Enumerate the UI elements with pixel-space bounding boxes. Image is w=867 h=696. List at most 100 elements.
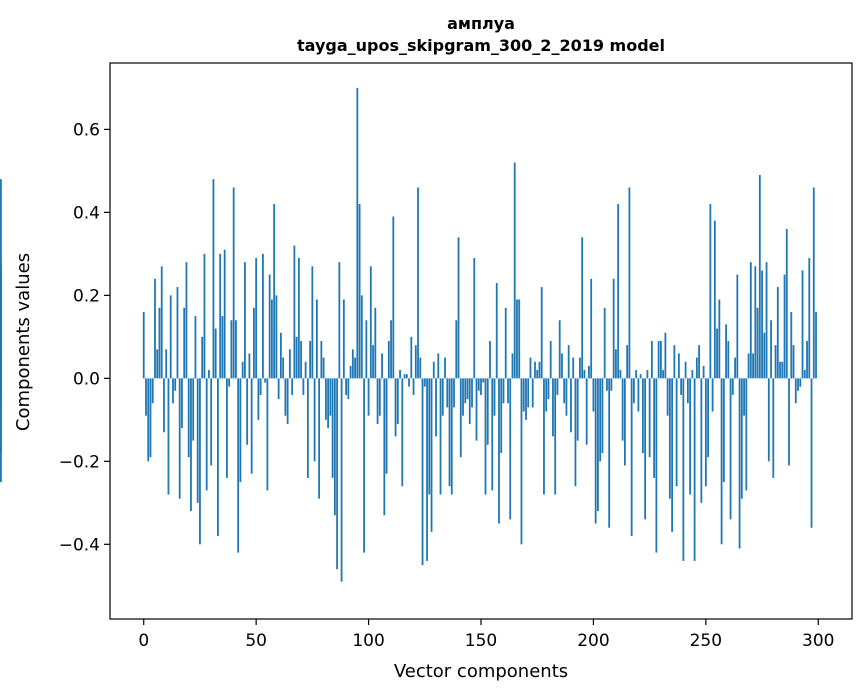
bar <box>671 378 674 532</box>
bar <box>205 378 208 491</box>
plot-area-frame <box>109 62 853 620</box>
bar <box>684 361 687 379</box>
bar <box>145 378 147 416</box>
bar <box>610 378 613 391</box>
bar <box>338 262 341 379</box>
bar <box>268 274 271 379</box>
bar <box>304 361 307 379</box>
bar <box>644 378 647 520</box>
bar <box>615 349 617 379</box>
bar <box>583 370 586 379</box>
bar <box>489 341 491 379</box>
bar <box>354 357 356 379</box>
bar <box>369 266 372 379</box>
bar <box>554 378 557 495</box>
bar <box>556 378 559 395</box>
bar <box>426 378 428 561</box>
bar <box>142 311 145 379</box>
bar <box>412 378 415 395</box>
bar <box>626 345 629 379</box>
bar <box>230 320 233 379</box>
bar <box>302 378 305 395</box>
bar <box>284 378 287 416</box>
bar <box>565 378 568 416</box>
bar <box>617 204 620 379</box>
bar <box>792 345 795 379</box>
bar <box>666 378 669 416</box>
bar <box>455 320 458 379</box>
bar <box>713 220 716 379</box>
bar <box>257 378 260 420</box>
bar <box>761 270 763 379</box>
bar <box>223 249 226 379</box>
bar <box>785 228 788 379</box>
bar <box>567 345 570 379</box>
bar <box>167 378 170 495</box>
bar <box>149 378 152 458</box>
bar <box>738 378 741 549</box>
bar <box>662 370 665 379</box>
bar <box>581 237 584 379</box>
bar <box>718 299 721 379</box>
bar <box>446 378 449 408</box>
bar <box>621 378 624 441</box>
bar <box>471 378 473 408</box>
bar <box>183 307 186 379</box>
bar <box>295 336 298 379</box>
bar <box>513 162 516 379</box>
bar <box>574 378 577 487</box>
bar <box>788 378 790 466</box>
bar <box>561 353 563 379</box>
bar <box>286 378 289 424</box>
bar <box>677 353 680 379</box>
chart-subtitle: tayga_upos_skipgram_300_2_2019 model <box>297 36 665 55</box>
bar <box>435 378 437 437</box>
bar <box>770 320 772 379</box>
bar <box>266 378 269 491</box>
bar <box>239 378 242 483</box>
bar <box>199 378 201 545</box>
bar <box>414 345 417 379</box>
bar <box>709 204 712 379</box>
bar <box>806 341 808 379</box>
bar <box>815 311 817 379</box>
bar <box>570 378 572 433</box>
bar <box>351 349 354 379</box>
y-tick-label: 0.2 <box>73 286 100 306</box>
bar <box>650 341 653 379</box>
bar <box>576 378 579 441</box>
bar <box>165 349 168 379</box>
bar <box>169 295 172 379</box>
bar <box>300 341 303 379</box>
bar <box>320 341 323 379</box>
bar <box>716 328 718 379</box>
bar <box>695 357 698 379</box>
bar <box>291 378 294 395</box>
bar <box>641 378 644 454</box>
bar <box>668 378 671 499</box>
bar <box>516 299 518 379</box>
bar <box>657 341 660 379</box>
bar <box>363 378 365 553</box>
bar <box>689 378 692 495</box>
bar <box>246 378 249 445</box>
bar <box>262 253 264 379</box>
bar <box>475 378 478 441</box>
bar <box>680 378 683 395</box>
bar <box>572 357 575 379</box>
bar <box>235 320 237 379</box>
bar <box>156 349 159 379</box>
bar <box>322 357 325 379</box>
x-axis-label: Vector components <box>394 661 568 682</box>
bar <box>181 378 183 429</box>
bar <box>441 378 444 416</box>
bar <box>237 378 240 553</box>
bar <box>552 378 554 437</box>
bar <box>275 295 278 379</box>
bar <box>358 204 361 379</box>
chart-title: амплуа <box>447 14 515 33</box>
bar <box>527 378 530 408</box>
bar <box>549 341 552 379</box>
bar <box>381 353 383 379</box>
bar <box>801 270 804 379</box>
